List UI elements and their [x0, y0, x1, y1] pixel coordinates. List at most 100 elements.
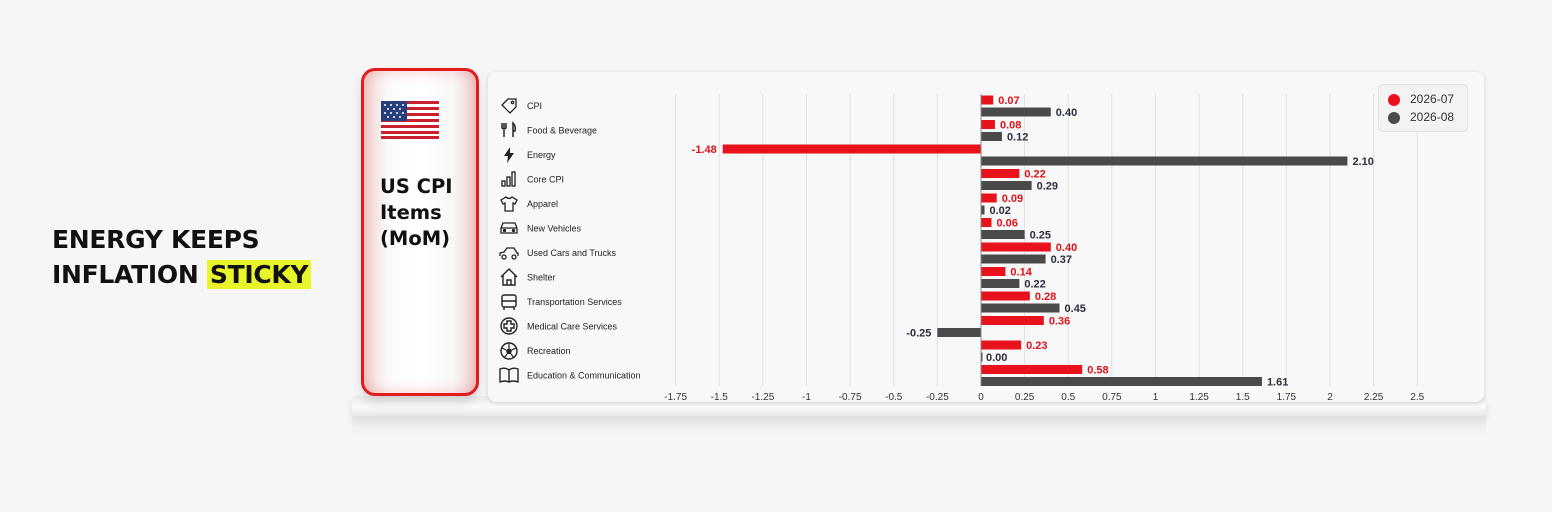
x-tick-label: -1.75 [664, 392, 687, 403]
value-labels: 0.070.08-1.480.220.090.060.400.140.280.3… [692, 95, 1374, 389]
headline-line-2: INFLATION STICKY [52, 257, 312, 292]
x-tick-label: 1.25 [1189, 392, 1209, 403]
panel-title: US CPI Items (MoM) [380, 175, 453, 250]
value-label-series-2: -0.25 [906, 328, 931, 340]
x-tick-label: -0.5 [885, 392, 903, 403]
x-tick-label: 1.5 [1236, 392, 1250, 403]
bar-series-1 [981, 218, 992, 227]
shirt-icon [500, 196, 518, 212]
bar-series-2 [981, 303, 1060, 313]
x-tick-label: 0 [978, 392, 984, 403]
bar-series-2 [981, 254, 1046, 264]
value-label-series-1: 0.06 [996, 218, 1017, 230]
tag-icon [501, 98, 517, 114]
value-label-series-1: 0.28 [1035, 291, 1056, 303]
bar-series-1 [981, 169, 1020, 178]
category-label: Recreation [527, 346, 571, 356]
side-panel: US CPI Items (MoM) [361, 68, 479, 396]
bars [722, 95, 1348, 386]
category-icons [499, 98, 519, 384]
car-side-icon [499, 247, 519, 260]
headline-line-1: ENERGY KEEPS [52, 225, 260, 254]
headline: ENERGY KEEPS INFLATION STICKY [52, 222, 312, 292]
value-label-series-1: 0.22 [1024, 169, 1045, 181]
value-label-series-1: 0.08 [1000, 120, 1021, 132]
legend: 2026-07 2026-08 [1378, 84, 1468, 132]
category-label: CPI [527, 101, 542, 111]
x-tick-label: 2.5 [1410, 392, 1424, 403]
x-tick-label: 2.25 [1364, 392, 1384, 403]
category-label: Shelter [527, 273, 556, 283]
bar-series-2 [981, 377, 1262, 386]
bar-series-2 [937, 328, 981, 337]
value-label-series-1: 0.40 [1056, 242, 1077, 254]
lightning-icon [504, 147, 514, 163]
value-label-series-2: 0.40 [1056, 107, 1077, 119]
us-flag-icon [381, 101, 439, 139]
value-label-series-1: 0.14 [1010, 267, 1032, 279]
bar-series-1 [981, 365, 1083, 374]
headline-highlight: STICKY [206, 260, 312, 289]
bus-icon [501, 294, 517, 310]
category-label: Education & Communication [527, 371, 641, 381]
bar-series-1 [981, 242, 1051, 252]
bar-series-1 [981, 316, 1044, 325]
value-label-series-2: 0.45 [1065, 303, 1086, 315]
headline-plain: INFLATION [52, 260, 199, 289]
bar-series-2 [981, 132, 1002, 141]
medical-cross-icon [500, 317, 518, 335]
value-label-series-1: 0.58 [1087, 365, 1108, 377]
value-label-series-2: 2.10 [1352, 156, 1373, 168]
bar-series-2 [981, 230, 1025, 239]
x-tick-label: -0.25 [926, 392, 949, 403]
bar-series-1 [981, 291, 1030, 301]
x-tick-label: 0.75 [1102, 392, 1122, 403]
value-label-series-2: 0.12 [1007, 132, 1028, 144]
x-tick-label: 0.25 [1015, 392, 1035, 403]
category-label: Used Cars and Trucks [527, 248, 617, 258]
value-label-series-2: 0.00 [986, 352, 1007, 364]
value-label-series-2: 0.25 [1030, 230, 1051, 242]
category-label: Transportation Services [527, 297, 622, 307]
ball-icon [500, 342, 518, 360]
value-label-series-1: 0.07 [998, 95, 1019, 107]
bar-series-2 [981, 279, 1020, 288]
category-label: Core CPI [527, 175, 564, 185]
x-tick-label: -1.25 [751, 392, 774, 403]
legend-swatch-series-2 [1388, 112, 1400, 124]
x-tick-label: 0.5 [1061, 392, 1075, 403]
bar-series-2 [981, 181, 1032, 190]
value-label-series-2: 1.61 [1267, 377, 1288, 389]
legend-label-series-1: 2026-07 [1410, 92, 1455, 106]
value-label-series-2: 0.37 [1051, 254, 1072, 266]
bar-series-1 [981, 340, 1022, 350]
x-tick-label: 1.75 [1277, 392, 1297, 403]
value-label-series-2: 0.29 [1037, 181, 1058, 193]
x-tick-label: 2 [1327, 392, 1333, 403]
category-label: Food & Beverage [527, 126, 597, 136]
legend-label-series-2: 2026-08 [1410, 110, 1455, 124]
house-icon [500, 268, 518, 286]
category-label: Energy [527, 150, 556, 160]
value-label-series-1: 0.36 [1049, 316, 1070, 328]
bar-series-2 [981, 107, 1051, 117]
x-tick-label: -1 [802, 392, 811, 403]
category-label: Apparel [527, 199, 558, 209]
category-labels: CPI Food & Beverage Energy Core CPI Apparel N… [527, 101, 641, 381]
bar-series-1 [722, 144, 981, 154]
category-label: New Vehicles [527, 224, 582, 234]
fork-knife-icon [501, 121, 516, 137]
bar-series-1 [981, 193, 997, 203]
car-icon [500, 222, 518, 234]
x-tick-labels: -1.75 -1.5 -1.25 -1 -0.75 -0.5 -0.25 0 0.25 0.5 0.… [664, 392, 1424, 403]
bar-series-2 [981, 205, 985, 215]
value-label-series-1: 0.23 [1026, 340, 1047, 352]
category-label: Medical Care Services [527, 322, 618, 332]
x-tick-label: -1.5 [711, 392, 729, 403]
value-label-series-1: -1.48 [692, 144, 717, 156]
base-reflection [352, 416, 1486, 438]
bar-series-2 [981, 352, 983, 362]
bar-chart-icon [501, 171, 516, 187]
bar-series-1 [981, 267, 1006, 276]
bar-series-2 [981, 156, 1348, 166]
